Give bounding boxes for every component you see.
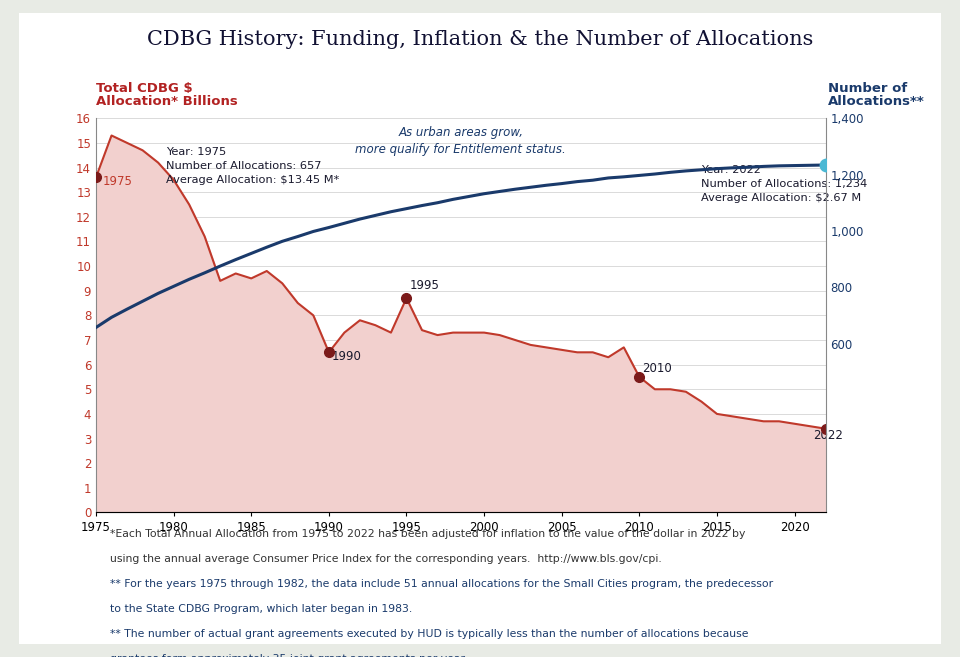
Text: ** The number of actual grant agreements executed by HUD is typically less than : ** The number of actual grant agreements… bbox=[110, 629, 749, 639]
Text: ** For the years 1975 through 1982, the data include 51 annual allocations for t: ** For the years 1975 through 1982, the … bbox=[110, 579, 774, 589]
Text: Total CDBG $: Total CDBG $ bbox=[96, 82, 193, 95]
Text: Number of: Number of bbox=[828, 82, 907, 95]
Text: Year: 1975
Number of Allocations: 657
Average Allocation: $13.45 M*: Year: 1975 Number of Allocations: 657 Av… bbox=[166, 147, 339, 185]
Text: CDBG History: Funding, Inflation & the Number of Allocations: CDBG History: Funding, Inflation & the N… bbox=[147, 30, 813, 49]
Text: grantees form approximately 35 joint grant agreements per year.: grantees form approximately 35 joint gra… bbox=[110, 654, 468, 657]
Text: 1990: 1990 bbox=[332, 350, 362, 363]
Text: *Each Total Annual Allocation from 1975 to 2022 has been adjusted for inflation : *Each Total Annual Allocation from 1975 … bbox=[110, 529, 746, 539]
Text: As urban areas grow,
more qualify for Entitlement status.: As urban areas grow, more qualify for En… bbox=[355, 125, 566, 156]
Text: 1995: 1995 bbox=[410, 279, 440, 292]
Text: 2010: 2010 bbox=[642, 362, 672, 375]
Text: 2022: 2022 bbox=[813, 428, 843, 442]
Text: Allocations**: Allocations** bbox=[828, 95, 924, 108]
Text: using the annual average Consumer Price Index for the corresponding years.  http: using the annual average Consumer Price … bbox=[110, 554, 662, 564]
Text: Year: 2022
Number of Allocations: 1,234
Average Allocation: $2.67 M: Year: 2022 Number of Allocations: 1,234 … bbox=[702, 165, 868, 203]
Text: to the State CDBG Program, which later began in 1983.: to the State CDBG Program, which later b… bbox=[110, 604, 413, 614]
Text: Allocation* Billions: Allocation* Billions bbox=[96, 95, 238, 108]
Text: 1975: 1975 bbox=[102, 175, 132, 188]
